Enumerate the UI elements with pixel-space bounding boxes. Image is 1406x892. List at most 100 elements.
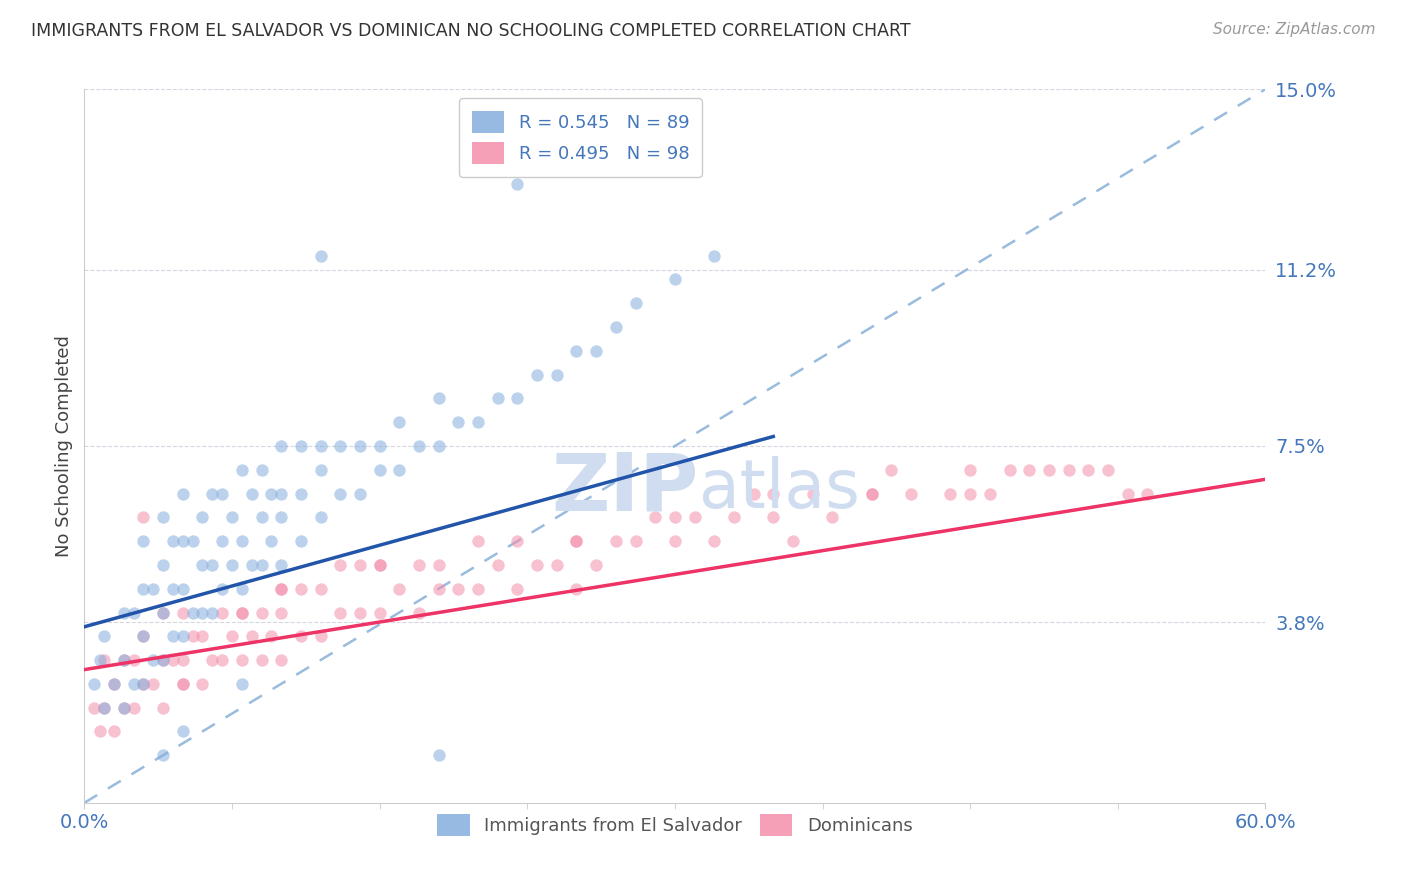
Point [664, 534, 686, 549]
Point [821, 510, 844, 524]
Point [132, 677, 155, 691]
Point [1136, 486, 1159, 500]
Point [221, 558, 243, 572]
Point [349, 606, 371, 620]
Point [201, 606, 224, 620]
Point [152, 510, 174, 524]
Point [959, 486, 981, 500]
Point [191, 558, 214, 572]
Point [309, 249, 332, 263]
Point [1097, 463, 1119, 477]
Point [585, 343, 607, 358]
Point [152, 606, 174, 620]
Point [240, 629, 263, 643]
Point [388, 415, 411, 429]
Point [526, 558, 548, 572]
Point [211, 486, 233, 500]
Point [368, 606, 391, 620]
Point [703, 249, 725, 263]
Point [112, 653, 135, 667]
Point [309, 463, 332, 477]
Point [368, 439, 391, 453]
Point [565, 534, 588, 549]
Point [89, 653, 111, 667]
Point [388, 463, 411, 477]
Point [191, 510, 214, 524]
Text: ZIP: ZIP [551, 450, 699, 528]
Point [270, 558, 292, 572]
Point [181, 534, 204, 549]
Point [900, 486, 922, 500]
Point [132, 582, 155, 596]
Point [172, 629, 194, 643]
Point [270, 439, 292, 453]
Point [103, 677, 125, 691]
Text: Source: ZipAtlas.com: Source: ZipAtlas.com [1212, 22, 1375, 37]
Point [762, 486, 785, 500]
Point [664, 272, 686, 286]
Point [172, 724, 194, 739]
Point [309, 439, 332, 453]
Point [408, 439, 430, 453]
Point [290, 582, 312, 596]
Point [408, 606, 430, 620]
Point [172, 677, 194, 691]
Point [172, 677, 194, 691]
Point [152, 558, 174, 572]
Point [93, 629, 115, 643]
Point [260, 629, 283, 643]
Point [742, 486, 765, 500]
Y-axis label: No Schooling Completed: No Schooling Completed [55, 335, 73, 557]
Point [152, 653, 174, 667]
Point [240, 486, 263, 500]
Point [142, 653, 165, 667]
Point [250, 558, 273, 572]
Point [546, 368, 568, 382]
Legend: Immigrants from El Salvador, Dominicans: Immigrants from El Salvador, Dominicans [427, 805, 922, 845]
Point [329, 439, 352, 453]
Point [368, 558, 391, 572]
Point [762, 510, 785, 524]
Point [290, 534, 312, 549]
Point [270, 510, 292, 524]
Point [231, 677, 253, 691]
Point [181, 629, 204, 643]
Point [132, 677, 155, 691]
Point [83, 700, 105, 714]
Point [427, 392, 450, 406]
Point [290, 486, 312, 500]
Point [152, 700, 174, 714]
Point [270, 653, 292, 667]
Point [998, 463, 1021, 477]
Point [309, 582, 332, 596]
Point [132, 534, 155, 549]
Point [142, 677, 165, 691]
Point [290, 439, 312, 453]
Point [605, 320, 627, 334]
Point [191, 677, 214, 691]
Point [782, 534, 804, 549]
Point [270, 606, 292, 620]
Point [152, 748, 174, 763]
Point [122, 653, 145, 667]
Point [368, 558, 391, 572]
Point [585, 558, 607, 572]
Point [624, 296, 647, 310]
Point [122, 700, 145, 714]
Point [1116, 486, 1139, 500]
Point [486, 392, 509, 406]
Point [1057, 463, 1080, 477]
Point [349, 558, 371, 572]
Point [231, 582, 253, 596]
Point [1038, 463, 1060, 477]
Point [486, 558, 509, 572]
Point [112, 700, 135, 714]
Point [211, 582, 233, 596]
Point [526, 368, 548, 382]
Point [112, 700, 135, 714]
Point [132, 629, 155, 643]
Point [427, 748, 450, 763]
Point [103, 677, 125, 691]
Point [309, 510, 332, 524]
Point [93, 653, 115, 667]
